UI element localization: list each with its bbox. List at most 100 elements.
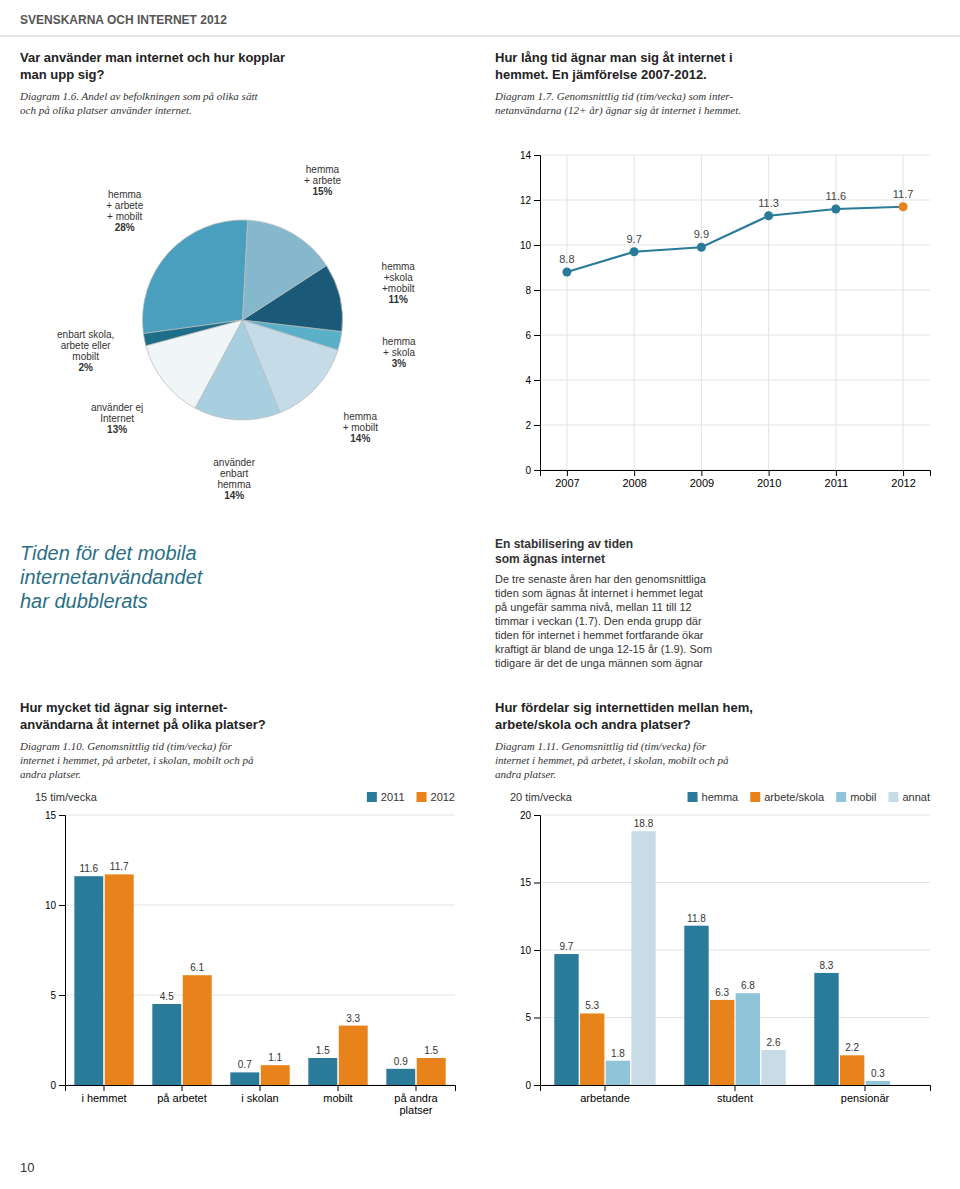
tick-mark	[534, 950, 540, 951]
data-label: 3%	[392, 358, 407, 369]
grid-line	[540, 950, 930, 951]
chart-subtitle-line: och på olika platser använder internet.	[20, 104, 192, 116]
tick-label: 2012	[891, 477, 915, 489]
tick: 10	[45, 900, 65, 911]
tick-mark	[836, 470, 837, 476]
tick-label-line: på arbetet	[157, 1092, 207, 1104]
tick: 15	[45, 810, 65, 821]
bar	[580, 1013, 604, 1085]
tick-label: i skolan	[241, 1092, 278, 1104]
x-axis: i hemmet på arbetet i skolan mobilt på andra…	[66, 1085, 456, 1116]
grid-line	[540, 425, 930, 426]
pie-label: enbart skola,arbete ellermobilt	[57, 329, 114, 362]
data-label-line: 2%	[78, 362, 93, 373]
data-label: 0.7	[238, 1059, 252, 1070]
tick-label-line: 2007	[555, 477, 579, 489]
data-label: 11.7	[893, 188, 914, 200]
tick-label: 20	[520, 810, 532, 821]
tick-label: i hemmet	[81, 1092, 126, 1104]
tick-label: 2007	[555, 477, 579, 489]
tick-label: 0	[525, 465, 531, 476]
bar	[761, 1050, 785, 1085]
tick: 14	[520, 150, 540, 161]
tick-label: mobilt	[323, 1092, 352, 1104]
data-label: 28%	[115, 222, 135, 233]
legend-swatch	[417, 792, 427, 802]
tick: 0	[50, 1080, 65, 1091]
tick-mark	[634, 470, 635, 476]
tick-mark	[701, 470, 702, 476]
tick: 5	[50, 990, 65, 1001]
tick-mark	[534, 815, 540, 816]
bar	[814, 973, 838, 1085]
tick-label: på arbetet	[157, 1092, 207, 1104]
legend-item: mobil	[836, 791, 876, 803]
grid-line	[540, 335, 930, 336]
tick: 2012	[891, 470, 915, 489]
pie-label-line: + mobilt	[343, 422, 379, 433]
pie-label-line: + arbete	[304, 175, 341, 186]
legend-item: hemma	[688, 791, 740, 803]
tick-label: 4	[525, 375, 531, 386]
tick-label-line: 2010	[757, 477, 781, 489]
pie-label: hemma+ arbete	[304, 164, 341, 186]
tick-label: på andraplatser	[394, 1092, 438, 1116]
tick: student	[717, 1085, 753, 1104]
tick-mark	[59, 815, 65, 816]
section-subheading: En stabilisering av tidensom ägnas inter…	[495, 537, 633, 566]
axis-line	[541, 1086, 931, 1092]
data-label: 3.3	[346, 1013, 360, 1024]
chart-title-line: Var använder man internet och hur koppla…	[20, 50, 285, 65]
chart-title-line: användarna åt internet på olika platser?	[20, 717, 266, 732]
data-label: 9.7	[626, 233, 641, 245]
tick: 20	[520, 810, 540, 821]
legend-swatch	[688, 792, 698, 802]
tick-mark	[865, 1085, 866, 1091]
grid-line	[540, 155, 930, 156]
pie-label-line: hemma	[306, 164, 340, 175]
pie-label-line: hemma	[217, 479, 251, 490]
tick: pensionär	[841, 1085, 890, 1104]
tick: 0	[525, 1080, 540, 1091]
grid	[567, 155, 903, 470]
tick-label-line: på andra	[394, 1092, 438, 1104]
legend-swatch	[367, 792, 377, 802]
section-heading: Tiden för det mobilainternetanvändandeth…	[20, 542, 204, 612]
data-label: 2.2	[845, 1042, 859, 1053]
tick-label: 2	[525, 420, 531, 431]
marks	[554, 831, 890, 1085]
tick-mark	[260, 1085, 261, 1091]
data-label-line: 13%	[107, 424, 127, 435]
tick-label: 10	[520, 240, 532, 251]
tick-mark	[534, 380, 540, 381]
pie-slice	[243, 220, 327, 320]
tick-label: 0	[50, 1080, 56, 1091]
tick-label: 12	[520, 195, 532, 206]
annotation: 15 tim/vecka	[35, 791, 98, 803]
legend-item: 2012	[417, 791, 455, 803]
data-label: 6.1	[190, 962, 204, 973]
axis-line	[534, 156, 541, 471]
line	[567, 207, 903, 272]
bar-chart: 05101520arbetandestudentpensionär9.711.8…	[510, 791, 931, 1104]
legend-item: arbete/skola	[750, 791, 825, 803]
tick-label: 10	[45, 900, 57, 911]
data-label-line: 14%	[224, 490, 244, 501]
axis-line	[534, 816, 541, 1086]
tick: 2009	[690, 470, 714, 489]
axis-line	[541, 471, 931, 477]
marks	[562, 202, 907, 276]
data-label: 11.6	[79, 863, 98, 874]
data-label: 0.3	[871, 1068, 885, 1079]
tick: arbetande	[580, 1085, 630, 1104]
tick-label: 6	[525, 330, 531, 341]
bar	[554, 954, 578, 1085]
tick: mobilt	[323, 1085, 352, 1104]
pie-label: använderenbarthemma	[213, 457, 255, 490]
pie: hemma+ arbete+ mobilt28%enbart skola,arb…	[57, 164, 416, 501]
data-label: 1.5	[424, 1045, 438, 1056]
pie-label-line: + skola	[383, 347, 415, 358]
pie-label-line: hemma	[344, 411, 378, 422]
tick-label: 10	[520, 945, 532, 956]
data-label: 1.5	[316, 1045, 330, 1056]
